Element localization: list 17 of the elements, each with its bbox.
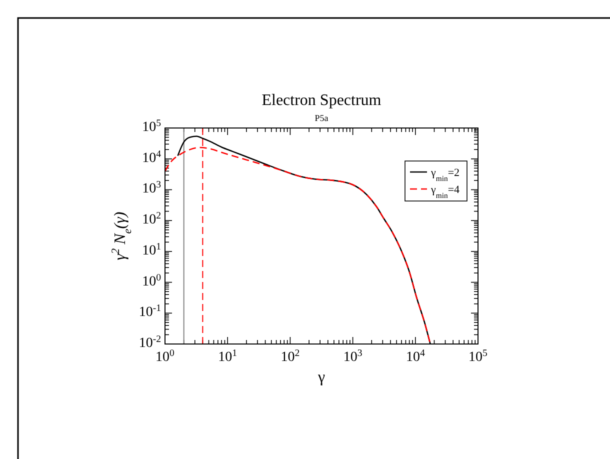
y-tick-label: 10$^{3}$ <box>142 179 162 197</box>
chart-subtitle: P5a <box>314 113 328 123</box>
y-tick-label: 10$^{2}$ <box>142 210 162 228</box>
chart-title: Electron Spectrum <box>262 92 382 109</box>
y-tick-label: 10$^{5}$ <box>142 118 162 135</box>
x-axis-title: γ <box>316 369 326 386</box>
legend-label: γ$_{min}$=4 <box>430 184 460 200</box>
y-tick-label: 10$^{4}$ <box>142 148 162 166</box>
x-tick-label: 10$^{2}$ <box>280 348 300 365</box>
legend-label: γ$_{min}$=2 <box>430 167 460 182</box>
x-tick-label: 10$^{3}$ <box>343 348 362 365</box>
x-tick-label: 10$^{5}$ <box>468 348 488 365</box>
y-tick-label: 10$^{-1}$ <box>138 302 162 320</box>
y-tick-label: 10$^{1}$ <box>142 240 162 258</box>
y-tick-label: 10$^{0}$ <box>142 272 162 290</box>
x-tick-label: 10$^{1}$ <box>218 348 238 365</box>
x-tick-label: 10$^{4}$ <box>406 348 425 365</box>
